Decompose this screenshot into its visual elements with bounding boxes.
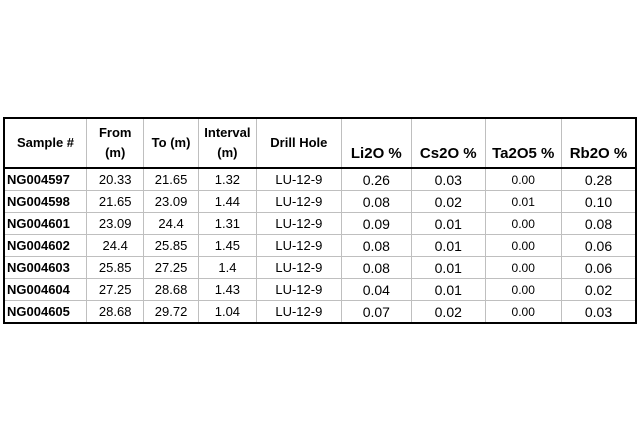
cell-ta2o5: 0.00 bbox=[484, 212, 562, 235]
cell-from: 20.33 bbox=[86, 167, 145, 191]
cell-cs2o: 0.02 bbox=[411, 190, 486, 213]
cell-rb2o: 0.03 bbox=[560, 300, 637, 324]
cell-to: 29.72 bbox=[143, 300, 199, 324]
cell-rb2o: 0.10 bbox=[560, 190, 637, 213]
cell-sample: NG004603 bbox=[3, 256, 88, 279]
header-li2o-label: Li2O % bbox=[350, 145, 402, 162]
cell-sample: NG004604 bbox=[3, 278, 88, 301]
header-drill-hole: Drill Hole bbox=[256, 117, 342, 169]
cell-from: 27.25 bbox=[86, 278, 145, 301]
cell-interval: 1.45 bbox=[197, 234, 258, 257]
cell-sample: NG004598 bbox=[3, 190, 88, 213]
header-sample: Sample # bbox=[3, 117, 88, 169]
cell-sample: NG004605 bbox=[3, 300, 88, 324]
assay-results-table: Sample # From (m) To (m) Interval (m) Dr… bbox=[3, 117, 637, 324]
cell-interval: 1.44 bbox=[197, 190, 258, 213]
cell-interval: 1.04 bbox=[197, 300, 258, 324]
cell-cs2o: 0.01 bbox=[411, 256, 486, 279]
cell-interval: 1.31 bbox=[197, 212, 258, 235]
cell-sample: NG004597 bbox=[3, 167, 88, 191]
cell-rb2o: 0.28 bbox=[560, 167, 637, 191]
cell-li2o: 0.04 bbox=[340, 278, 413, 301]
cell-to: 27.25 bbox=[143, 256, 199, 279]
table-row: NG004598 21.65 23.09 1.44 LU-12-9 0.08 0… bbox=[3, 190, 637, 213]
cell-li2o: 0.26 bbox=[340, 167, 413, 191]
cell-sample: NG004601 bbox=[3, 212, 88, 235]
cell-rb2o: 0.08 bbox=[560, 212, 637, 235]
cell-to: 28.68 bbox=[143, 278, 199, 301]
header-rb2o-label: Rb2O % bbox=[569, 145, 628, 162]
cell-interval: 1.4 bbox=[197, 256, 258, 279]
cell-from: 21.65 bbox=[86, 190, 145, 213]
header-li2o: Li2O % bbox=[340, 117, 413, 169]
cell-to: 24.4 bbox=[143, 212, 199, 235]
cell-from: 28.68 bbox=[86, 300, 145, 324]
header-cs2o-label: Cs2O % bbox=[419, 145, 477, 162]
header-ta2o5-label: Ta2O5 % bbox=[492, 145, 555, 162]
cell-drill-hole: LU-12-9 bbox=[256, 256, 342, 279]
cell-cs2o: 0.01 bbox=[411, 234, 486, 257]
header-from-line1: From bbox=[98, 125, 132, 140]
cell-li2o: 0.08 bbox=[340, 190, 413, 213]
cell-from: 23.09 bbox=[86, 212, 145, 235]
cell-ta2o5: 0.01 bbox=[484, 190, 562, 213]
cell-to: 23.09 bbox=[143, 190, 199, 213]
table-row: NG004605 28.68 29.72 1.04 LU-12-9 0.07 0… bbox=[3, 300, 637, 324]
cell-drill-hole: LU-12-9 bbox=[256, 278, 342, 301]
table-header-row: Sample # From (m) To (m) Interval (m) Dr… bbox=[3, 117, 637, 169]
cell-cs2o: 0.02 bbox=[411, 300, 486, 324]
cell-drill-hole: LU-12-9 bbox=[256, 167, 342, 191]
header-rb2o: Rb2O % bbox=[560, 117, 637, 169]
cell-drill-hole: LU-12-9 bbox=[256, 234, 342, 257]
cell-ta2o5: 0.00 bbox=[484, 256, 562, 279]
header-cs2o: Cs2O % bbox=[411, 117, 486, 169]
header-from-line2: (m) bbox=[105, 145, 126, 160]
cell-rb2o: 0.06 bbox=[560, 256, 637, 279]
cell-li2o: 0.07 bbox=[340, 300, 413, 324]
cell-rb2o: 0.02 bbox=[560, 278, 637, 301]
cell-to: 25.85 bbox=[143, 234, 199, 257]
cell-rb2o: 0.06 bbox=[560, 234, 637, 257]
header-drill-hole-label: Drill Hole bbox=[270, 135, 328, 150]
table-row: NG004597 20.33 21.65 1.32 LU-12-9 0.26 0… bbox=[3, 167, 637, 191]
header-from: From (m) bbox=[86, 117, 145, 169]
header-sample-label: Sample # bbox=[16, 135, 75, 150]
cell-drill-hole: LU-12-9 bbox=[256, 212, 342, 235]
header-interval: Interval (m) bbox=[197, 117, 258, 169]
cell-li2o: 0.08 bbox=[340, 256, 413, 279]
table-row: NG004603 25.85 27.25 1.4 LU-12-9 0.08 0.… bbox=[3, 256, 637, 279]
cell-cs2o: 0.01 bbox=[411, 278, 486, 301]
cell-li2o: 0.08 bbox=[340, 234, 413, 257]
cell-ta2o5: 0.00 bbox=[484, 167, 562, 191]
table-row: NG004604 27.25 28.68 1.43 LU-12-9 0.04 0… bbox=[3, 278, 637, 301]
table-row: NG004601 23.09 24.4 1.31 LU-12-9 0.09 0.… bbox=[3, 212, 637, 235]
header-to: To (m) bbox=[143, 117, 199, 169]
cell-to: 21.65 bbox=[143, 167, 199, 191]
cell-sample: NG004602 bbox=[3, 234, 88, 257]
header-interval-line1: Interval bbox=[204, 125, 251, 140]
table-row: NG004602 24.4 25.85 1.45 LU-12-9 0.08 0.… bbox=[3, 234, 637, 257]
cell-drill-hole: LU-12-9 bbox=[256, 190, 342, 213]
cell-from: 25.85 bbox=[86, 256, 145, 279]
header-interval-line2: (m) bbox=[217, 145, 238, 160]
cell-cs2o: 0.01 bbox=[411, 212, 486, 235]
cell-interval: 1.43 bbox=[197, 278, 258, 301]
cell-ta2o5: 0.00 bbox=[484, 234, 562, 257]
cell-li2o: 0.09 bbox=[340, 212, 413, 235]
header-to-label: To (m) bbox=[151, 135, 191, 150]
cell-ta2o5: 0.00 bbox=[484, 300, 562, 324]
header-ta2o5: Ta2O5 % bbox=[484, 117, 562, 169]
cell-ta2o5: 0.00 bbox=[484, 278, 562, 301]
cell-drill-hole: LU-12-9 bbox=[256, 300, 342, 324]
cell-cs2o: 0.03 bbox=[411, 167, 486, 191]
cell-from: 24.4 bbox=[86, 234, 145, 257]
cell-interval: 1.32 bbox=[197, 167, 258, 191]
